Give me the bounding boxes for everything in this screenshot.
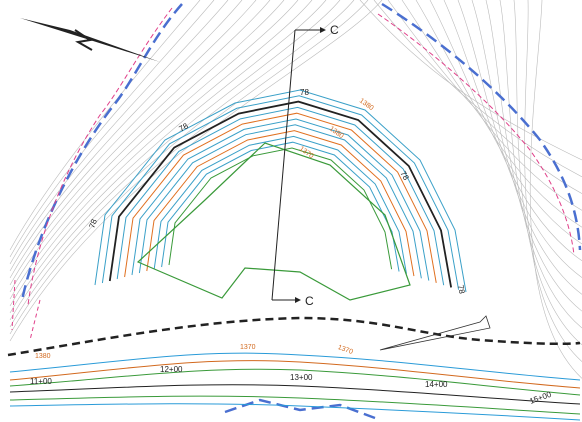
boundary-right — [381, 2, 582, 251]
elevation-label: 1380 — [35, 353, 51, 360]
terrain-line — [529, 0, 582, 379]
station-label: 14+00 — [425, 380, 448, 389]
north-symbol — [74, 29, 93, 51]
pit-contour — [101, 95, 460, 290]
pit-contour — [146, 130, 415, 277]
terrain-line — [457, 0, 582, 278]
pit-contour — [153, 135, 407, 274]
elevation-label: 1370 — [240, 344, 256, 351]
terrain-line — [415, 0, 582, 228]
contour-label: 78 — [456, 284, 467, 295]
terrain-line — [443, 0, 582, 262]
pit-contour — [116, 106, 445, 286]
section-label: C — [305, 294, 314, 308]
road-line — [9, 352, 581, 381]
terrain-line — [499, 0, 582, 329]
terrain-line — [9, 0, 341, 321]
terrain-line — [9, 0, 257, 279]
road-line — [9, 403, 581, 421]
contour-label: 78 — [300, 88, 309, 97]
elevation-label: 1370 — [337, 344, 354, 356]
terrain-line — [9, 0, 313, 307]
terrain-line — [387, 0, 582, 194]
offset-left — [27, 7, 173, 306]
pit-contour — [94, 89, 467, 293]
pit-contour — [138, 124, 422, 279]
contour-label: 78 — [87, 217, 99, 229]
pit-contour — [131, 118, 430, 281]
terrain-line — [471, 0, 582, 295]
terrain-line — [9, 0, 243, 272]
terrain-line — [359, 0, 582, 161]
terrain-line — [485, 0, 582, 312]
section-label: C — [330, 23, 339, 37]
pit-contour — [124, 112, 437, 283]
terrain-line — [9, 0, 285, 293]
terrain-line — [524, 0, 582, 362]
terrain-line — [9, 0, 369, 335]
section-ticks — [272, 29, 320, 301]
road-line — [9, 360, 581, 389]
station-label: 11+00 — [30, 377, 52, 386]
culvert — [379, 315, 491, 351]
pit-floor — [136, 142, 411, 301]
terrain-line — [513, 0, 582, 346]
terrain-line — [9, 0, 299, 300]
centerline — [9, 384, 581, 405]
road-line — [9, 395, 581, 415]
terrain-line — [373, 0, 582, 178]
offset-right — [377, 13, 575, 256]
section-line — [271, 29, 296, 301]
station-label: 13+00 — [290, 373, 313, 382]
pit-contour — [108, 100, 453, 288]
terrain-line — [9, 0, 201, 251]
terrain-line — [9, 0, 215, 258]
road-line — [9, 368, 581, 396]
offset-lower-left — [11, 279, 41, 341]
terrain-line — [9, 0, 327, 314]
boundary-left — [20, 3, 183, 301]
pit-contour — [168, 147, 393, 270]
terrain-line — [9, 0, 355, 328]
terrain-line — [9, 0, 229, 265]
pit-contours — [94, 89, 467, 301]
pit-contour — [161, 141, 400, 272]
station-label: 12+00 — [160, 365, 183, 374]
terrain-line — [429, 0, 582, 245]
